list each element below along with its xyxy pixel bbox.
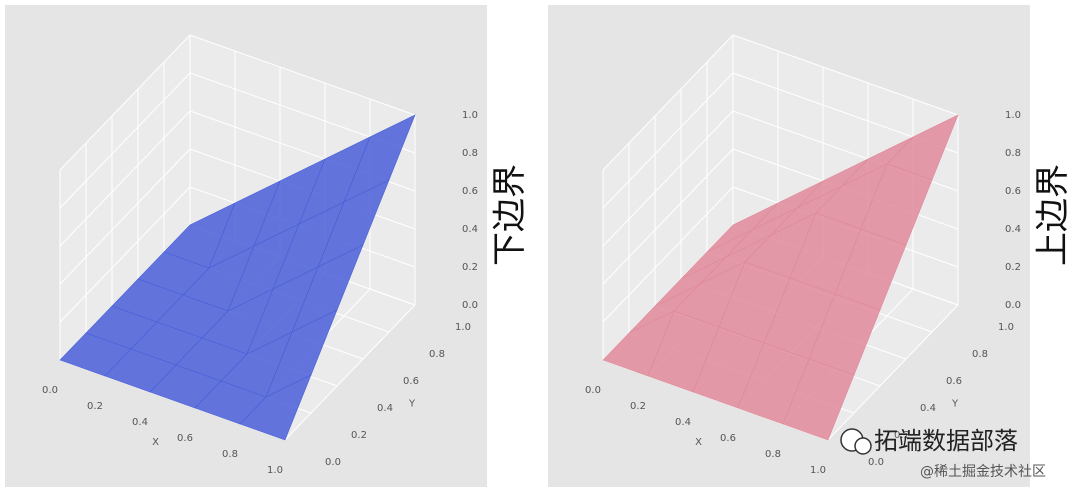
grid-line	[602, 34, 734, 171]
z-tick-label: 1.0	[462, 110, 478, 121]
z-tick-label: 0.8	[462, 148, 478, 159]
brand: 拓端数据部落	[874, 427, 1018, 455]
z-tick-label: 0.6	[1005, 186, 1021, 197]
y-tick-label: 0.6	[403, 376, 419, 387]
grid-line	[59, 148, 191, 285]
wechat-icon	[854, 437, 872, 455]
x-tick-label: 0.0	[42, 385, 58, 396]
x-tick-label: 0.2	[630, 401, 646, 412]
grid-line	[732, 34, 959, 116]
pane	[603, 35, 733, 360]
x-tick-label: 0.4	[675, 417, 691, 428]
y-tick-label: 0.8	[972, 349, 988, 360]
z-tick-label: 0.6	[462, 186, 478, 197]
z-tick-label: 0.2	[462, 262, 478, 273]
x-tick-label: 0.2	[87, 401, 103, 412]
grid-line	[59, 186, 191, 323]
z-tick-label: 0.0	[1005, 300, 1021, 311]
z-axis-label: 下边界	[490, 164, 530, 266]
grid-line	[59, 72, 191, 209]
grid-line	[602, 186, 734, 323]
x-tick-label: 0.6	[720, 433, 736, 444]
x-tick-label: 0.8	[222, 449, 238, 460]
y-tick-label: 0.4	[920, 403, 936, 414]
y-tick-label: 0.0	[325, 457, 341, 468]
x-axis-label: X	[152, 437, 159, 448]
grid-line	[602, 110, 734, 247]
grid-line	[827, 304, 959, 441]
surface-patch	[782, 358, 855, 441]
z-tick-label: 0.2	[1005, 262, 1021, 273]
grid-line	[189, 34, 416, 116]
y-tick-label: 0.0	[868, 457, 884, 468]
pane	[60, 35, 190, 360]
x-axis-label: X	[695, 437, 702, 448]
z-tick-label: 0.0	[462, 300, 478, 311]
y-axis-label: Y	[408, 399, 416, 410]
z-axis-label: 上边界	[1033, 164, 1073, 266]
x-tick-label: 1.0	[810, 465, 826, 476]
y-tick-label: 0.8	[429, 349, 445, 360]
z-tick-label: 0.4	[1005, 224, 1021, 235]
surface-patch	[239, 374, 312, 441]
grid-line	[602, 72, 734, 209]
x-tick-label: 1.0	[267, 465, 283, 476]
x-tick-label: 0.8	[765, 449, 781, 460]
y-tick-label: 1.0	[998, 322, 1014, 333]
y-tick-label: 1.0	[455, 322, 471, 333]
grid-line	[284, 304, 416, 441]
x-tick-label: 0.6	[177, 433, 193, 444]
y-axis-label: Y	[951, 399, 959, 410]
y-tick-label: 0.6	[946, 376, 962, 387]
x-tick-label: 0.0	[585, 385, 601, 396]
grid-line	[59, 110, 191, 247]
y-tick-label: 0.2	[351, 430, 367, 441]
watermark: 拓端数据部落 @稀土掘金技术社区	[840, 427, 1046, 480]
credit: @稀土掘金技术社区	[920, 464, 1046, 480]
grid-line	[602, 148, 734, 285]
grid-line	[59, 34, 191, 171]
z-tick-label: 1.0	[1005, 110, 1021, 121]
x-tick-label: 0.4	[132, 417, 148, 428]
y-tick-label: 0.2	[894, 430, 910, 441]
z-tick-label: 0.8	[1005, 148, 1021, 159]
y-tick-label: 0.4	[377, 403, 393, 414]
z-tick-label: 0.4	[462, 224, 478, 235]
